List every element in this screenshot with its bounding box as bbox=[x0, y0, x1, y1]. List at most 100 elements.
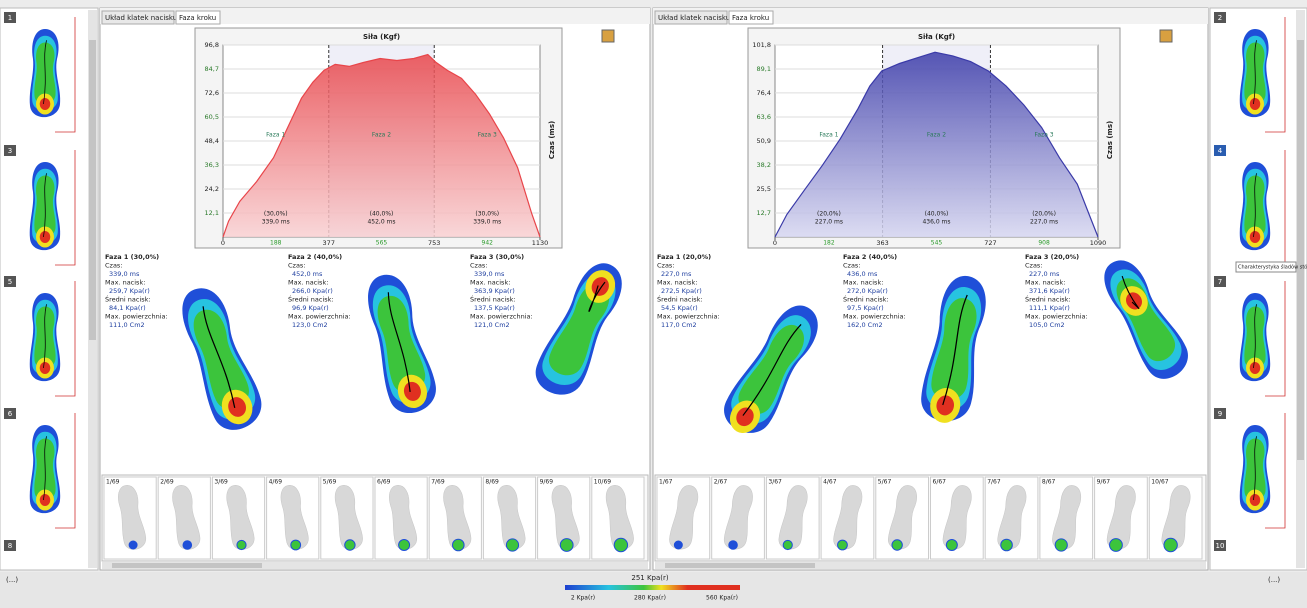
field-value: 436,0 ms bbox=[847, 270, 878, 278]
frame-number: 6 bbox=[8, 410, 13, 418]
tab-label: Układ klatek nacisku bbox=[105, 14, 177, 22]
field-label: Max. nacisk: bbox=[1025, 279, 1065, 287]
y-tick-label: 25,5 bbox=[757, 185, 771, 193]
frame-label: 7/69 bbox=[431, 479, 445, 486]
pressure-zone bbox=[40, 231, 51, 243]
phase-center: 565 bbox=[376, 240, 388, 247]
frame-label: 4/69 bbox=[269, 479, 283, 486]
field-value: 121,0 Cm2 bbox=[474, 321, 510, 329]
field-label: Max. nacisk: bbox=[288, 279, 328, 287]
frame-label: 3/67 bbox=[768, 479, 782, 486]
phase-time: 227,0 ms bbox=[1030, 219, 1058, 226]
phase-time: 339,0 ms bbox=[262, 219, 290, 226]
pressure-spot bbox=[399, 540, 410, 551]
frame-label: 8/67 bbox=[1042, 479, 1056, 486]
field-label: Średni nacisk: bbox=[288, 295, 334, 304]
frame-label: 9/67 bbox=[1097, 479, 1111, 486]
frame-number: 8 bbox=[8, 542, 12, 550]
pressure-spot bbox=[560, 539, 573, 552]
field-value: 363,9 Kpa(r) bbox=[474, 287, 515, 295]
scroll-thumb[interactable] bbox=[89, 40, 96, 340]
x-tick-label: 0 bbox=[773, 239, 777, 247]
y-axis-label: Czas (ms) bbox=[1106, 121, 1114, 159]
app-window: (...) (...) 251 Kpa(r) 2 Kpa(r) 280 Kpa(… bbox=[0, 0, 1307, 608]
frame-number: 3 bbox=[8, 147, 12, 155]
field-label: Max. powierzchnia: bbox=[657, 313, 720, 321]
footer-right: (...) bbox=[1268, 576, 1280, 584]
field-value: 272,0 Kpa(r) bbox=[847, 287, 888, 295]
field-value: 259,7 Kpa(r) bbox=[109, 287, 150, 295]
x-tick-label: 727 bbox=[984, 239, 996, 247]
frame-label: 6/67 bbox=[933, 479, 947, 486]
footprint bbox=[30, 425, 60, 513]
phase-center: 942 bbox=[482, 240, 494, 247]
field-value: 117,0 Cm2 bbox=[661, 321, 697, 329]
field-label: Średni nacisk: bbox=[843, 295, 889, 304]
phase-title: Faza 2 (40,0%) bbox=[288, 253, 342, 261]
footer-left: (...) bbox=[6, 576, 18, 584]
frame-label: 5/69 bbox=[323, 479, 337, 486]
field-value: 105,0 Cm2 bbox=[1029, 321, 1065, 329]
y-tick-label: 60,5 bbox=[205, 113, 219, 121]
y-tick-label: 12,7 bbox=[757, 209, 771, 217]
frame-label: 8/69 bbox=[485, 479, 499, 486]
phase-center: 908 bbox=[1038, 240, 1050, 247]
scale-max: 560 Kpa(r) bbox=[706, 595, 738, 602]
h-scroll-thumb[interactable] bbox=[112, 563, 262, 568]
frame-label: 9/69 bbox=[540, 479, 554, 486]
field-value: 227,0 ms bbox=[1029, 270, 1060, 278]
pressure-zone bbox=[40, 494, 51, 506]
chart-button[interactable] bbox=[602, 30, 614, 42]
pressure-zone bbox=[1250, 494, 1261, 506]
phase-center: 188 bbox=[270, 240, 282, 247]
pressure-zone bbox=[1250, 98, 1261, 110]
frame-label: 7/67 bbox=[987, 479, 1001, 486]
h-scroll-thumb[interactable] bbox=[665, 563, 815, 568]
field-label: Max. powierzchnia: bbox=[1025, 313, 1088, 321]
tab-label: Faza kroku bbox=[732, 14, 769, 22]
field-value: 266,0 Kpa(r) bbox=[292, 287, 333, 295]
field-label: Max. powierzchnia: bbox=[105, 313, 168, 321]
field-label: Max. powierzchnia: bbox=[843, 313, 906, 321]
phase-percent: (20,0%) bbox=[1032, 211, 1056, 218]
field-value: 96,9 Kpa(r) bbox=[292, 304, 329, 312]
scale-min: 2 Kpa(r) bbox=[571, 595, 595, 602]
frame-label: 10/69 bbox=[594, 479, 611, 486]
pressure-spot bbox=[506, 539, 518, 551]
x-tick-label: 1130 bbox=[532, 239, 549, 247]
phase-name: Faza 3 bbox=[1034, 132, 1053, 139]
frame-label: 2/69 bbox=[160, 479, 174, 486]
frame-label: 3/69 bbox=[214, 479, 228, 486]
scale-mid: 280 Kpa(r) bbox=[634, 595, 666, 602]
phase-title: Faza 3 (30,0%) bbox=[470, 253, 524, 261]
phase-percent: (30,0%) bbox=[475, 211, 499, 218]
chart-button[interactable] bbox=[1160, 30, 1172, 42]
y-tick-label: 63,6 bbox=[757, 113, 771, 121]
x-tick-label: 363 bbox=[876, 239, 888, 247]
y-tick-label: 36,3 bbox=[205, 161, 219, 169]
phase-name: Faza 1 bbox=[266, 132, 285, 139]
footprint bbox=[1240, 29, 1270, 117]
footprint bbox=[30, 29, 60, 117]
field-value: 371,6 Kpa(r) bbox=[1029, 287, 1070, 295]
pressure-spot bbox=[453, 539, 465, 551]
y-tick-label: 76,4 bbox=[757, 89, 771, 97]
phase-title: Faza 1 (30,0%) bbox=[105, 253, 159, 261]
scroll-thumb[interactable] bbox=[1297, 40, 1304, 460]
phase-time: 339,0 ms bbox=[473, 219, 501, 226]
tab-label: Faza kroku bbox=[179, 14, 216, 22]
y-tick-label: 12,1 bbox=[205, 209, 219, 217]
x-tick-label: 0 bbox=[221, 239, 225, 247]
phase-title: Faza 2 (40,0%) bbox=[843, 253, 897, 261]
footprint bbox=[1240, 162, 1270, 250]
phase-percent: (30,0%) bbox=[264, 211, 288, 218]
phase-percent: (40,0%) bbox=[925, 211, 949, 218]
frame-label: 1/67 bbox=[659, 479, 673, 486]
frame-label: 10/67 bbox=[1151, 479, 1168, 486]
field-label: Czas: bbox=[105, 262, 123, 270]
footprint bbox=[1240, 425, 1270, 513]
frame-label: 4/67 bbox=[823, 479, 837, 486]
field-value: 339,0 ms bbox=[474, 270, 505, 278]
phase-time: 452,0 ms bbox=[367, 219, 395, 226]
y-tick-label: 89,1 bbox=[757, 65, 771, 73]
